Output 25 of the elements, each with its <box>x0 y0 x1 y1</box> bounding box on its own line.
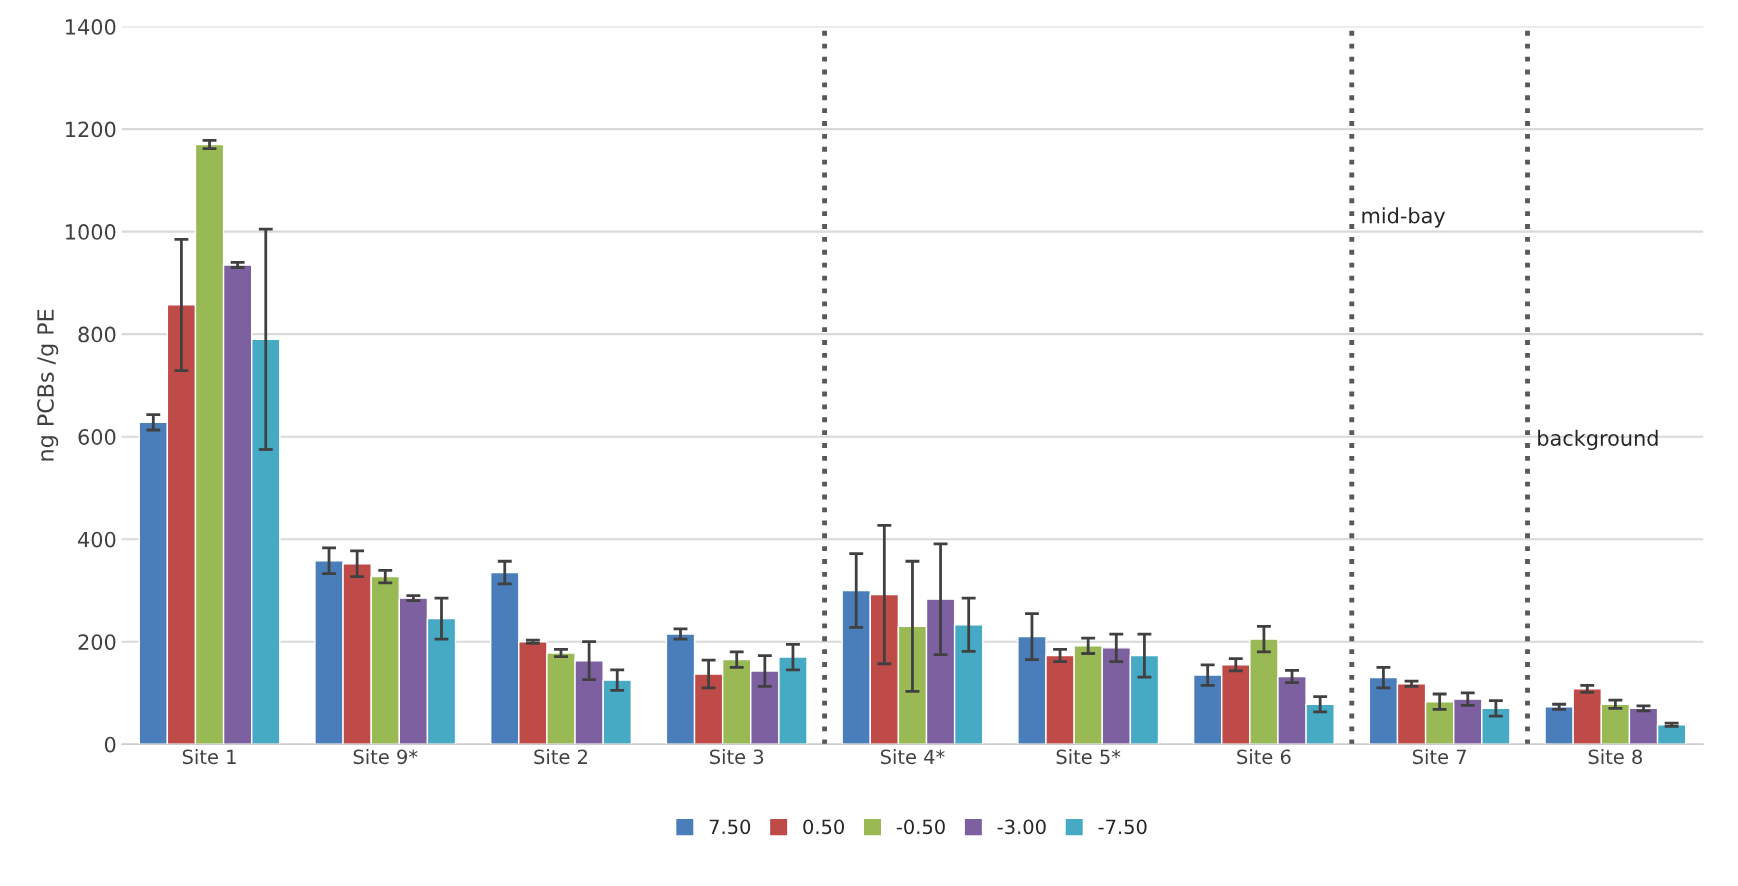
x-tick-label: Site 7 <box>1412 749 1466 765</box>
legend-label: -7.50 <box>1098 819 1147 835</box>
y-tick-label: 1000 <box>66 224 116 240</box>
legend-label: -3.00 <box>997 819 1046 835</box>
annotation: mid-bay <box>1362 207 1446 228</box>
y-tick-label: 600 <box>78 429 116 445</box>
x-tick-label: Site 9* <box>353 749 418 765</box>
y-axis-title: ng PCBs /g PE <box>37 309 59 461</box>
y-tick-label: 400 <box>78 531 116 548</box>
y-tick-label: 1400 <box>66 19 116 35</box>
y-tick-label: 800 <box>78 326 116 343</box>
legend-label: 7.50 <box>709 819 751 835</box>
y-tick-label: 200 <box>78 634 116 650</box>
x-tick-label: Site 3 <box>710 749 764 765</box>
x-tick-label: Site 8 <box>1588 749 1642 765</box>
x-tick-label: Site 6 <box>1237 749 1291 765</box>
x-tick-label: Site 2 <box>534 749 587 765</box>
x-tick-label: Site 1 <box>182 749 236 765</box>
legend-label: 0.50 <box>803 819 844 835</box>
legend-label: -0.50 <box>896 819 945 835</box>
x-tick-label: Site 4* <box>880 749 945 765</box>
y-tick-label: 1200 <box>66 121 116 138</box>
y-tick-label: 0 <box>104 736 116 753</box>
x-tick-label: Site 5* <box>1056 749 1121 765</box>
annotation: background <box>1538 429 1658 450</box>
